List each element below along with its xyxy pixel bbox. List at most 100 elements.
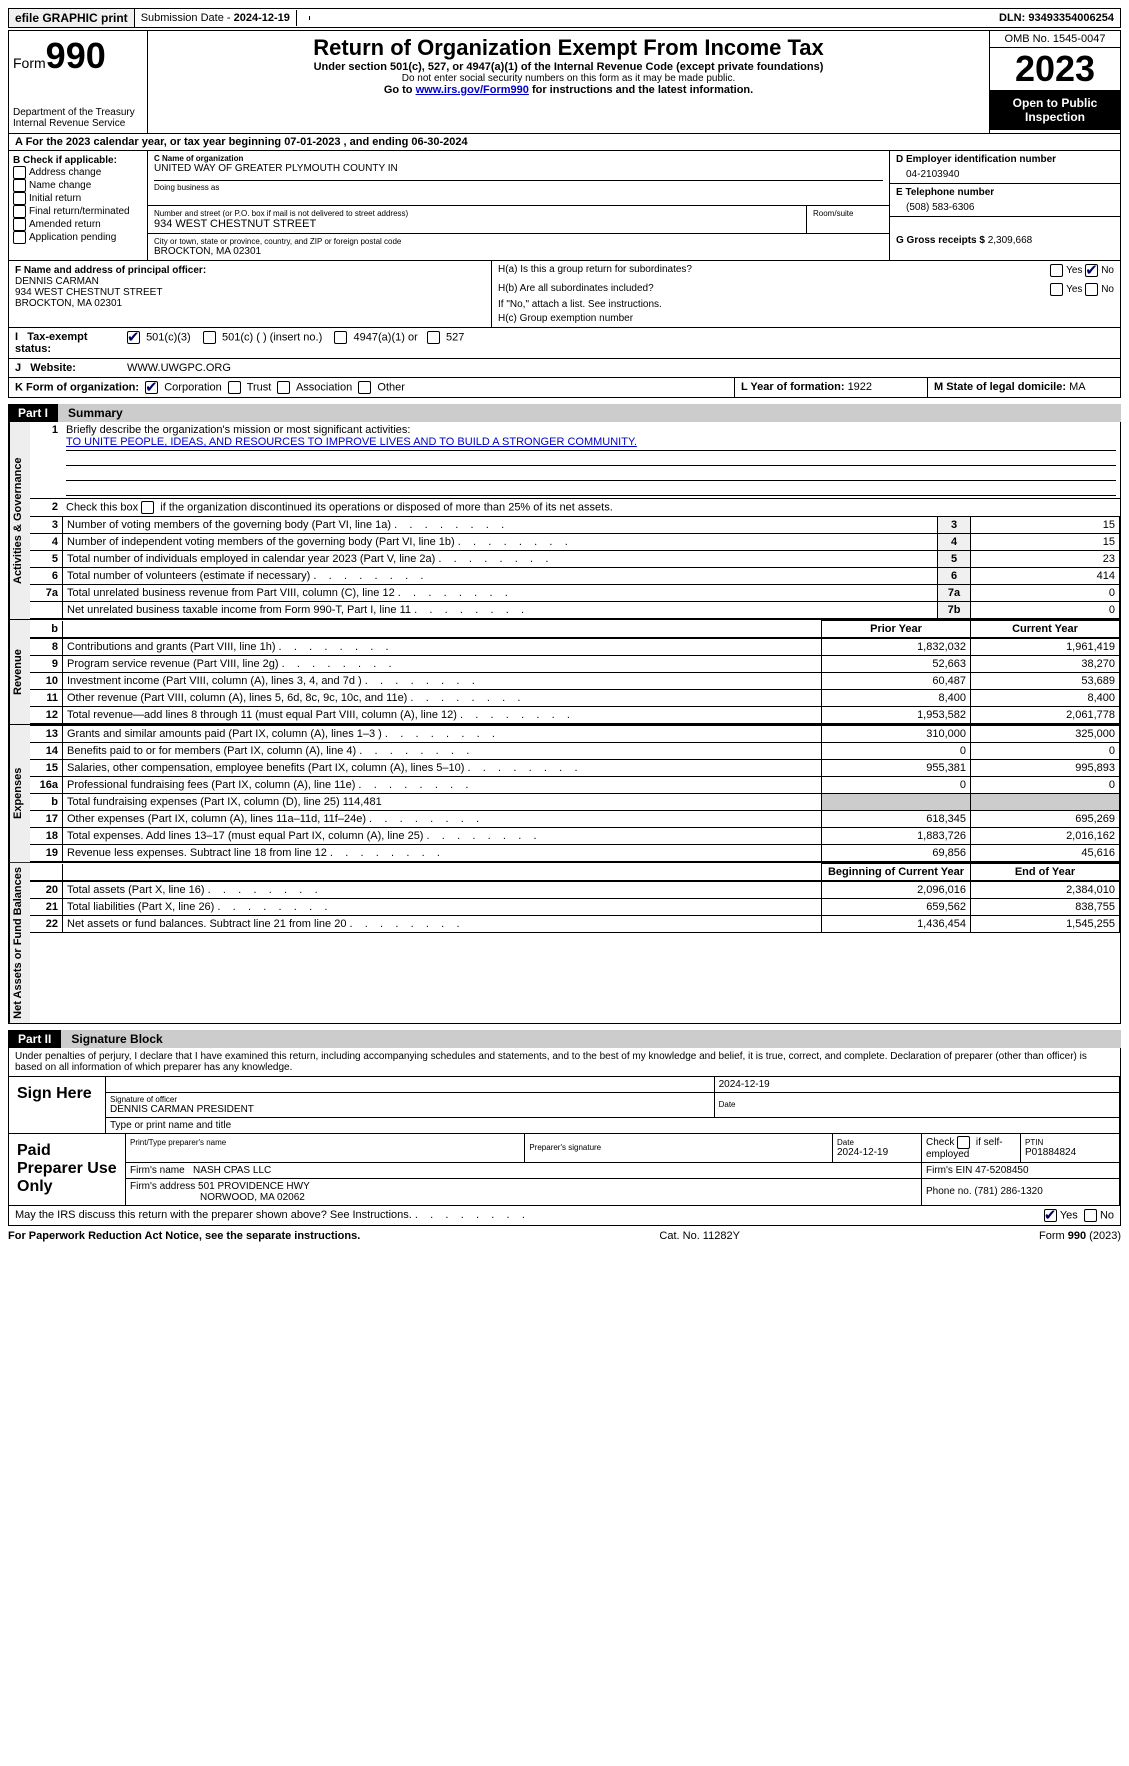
sign-here-label: Sign Here [9,1077,106,1133]
summary-row: 7a Total unrelated business revenue from… [30,585,1120,602]
open-to-public: Open to Public Inspection [990,90,1120,130]
summary-row: 14 Benefits paid to or for members (Part… [30,743,1120,760]
box-f: F Name and address of principal officer:… [9,261,492,327]
firm-ein: 47-5208450 [975,1165,1028,1176]
chk-other[interactable] [358,381,371,394]
chk-501c[interactable] [203,331,216,344]
summary-row: 4 Number of independent voting members o… [30,534,1120,551]
summary-row: 5 Total number of individuals employed i… [30,551,1120,568]
chk-final-return[interactable] [13,205,26,218]
col-prior-year: Prior Year [822,621,971,638]
vtab-revenue: Revenue [9,620,30,724]
entity-block: B Check if applicable: Address change Na… [8,151,1121,261]
summary-row: Net unrelated business taxable income fr… [30,602,1120,619]
summary-row: 15 Salaries, other compensation, employe… [30,760,1120,777]
chk-527[interactable] [427,331,440,344]
tax-year: 2023 [990,48,1120,90]
chk-discuss-no[interactable] [1084,1209,1097,1222]
chk-ha-yes[interactable] [1050,264,1063,277]
org-name: UNITED WAY OF GREATER PLYMOUTH COUNTY IN [154,163,883,174]
box-m: M State of legal domicile: MA [927,378,1120,397]
irs-link[interactable]: www.irs.gov/Form990 [416,84,529,96]
summary-row: 3 Number of voting members of the govern… [30,517,1120,534]
summary-row: 21 Total liabilities (Part X, line 26) 6… [30,899,1120,916]
box-c: C Name of organization UNITED WAY OF GRE… [148,151,889,260]
summary-row: 19 Revenue less expenses. Subtract line … [30,845,1120,862]
summary-row: 12 Total revenue—add lines 8 through 11 … [30,707,1120,724]
col-current-year: Current Year [971,621,1120,638]
org-city: BROCKTON, MA 02301 [154,246,883,257]
footer: For Paperwork Reduction Act Notice, see … [8,1226,1121,1242]
ptin: P01884824 [1025,1147,1115,1158]
form-subtitle: Under section 501(c), 527, or 4947(a)(1)… [152,61,985,73]
form-header: Form990 Department of the Treasury Inter… [8,30,1121,134]
chk-ha-no[interactable] [1085,264,1098,277]
ein: 04-2103940 [896,165,1114,180]
firm-address: 501 PROVIDENCE HWY [198,1181,310,1192]
website: WWW.UWGPC.ORG [121,359,237,377]
summary-row: 17 Other expenses (Part IX, column (A), … [30,811,1120,828]
part-ii-header: Part II Signature Block [8,1030,1121,1048]
chk-name-change[interactable] [13,179,26,192]
box-deg: D Employer identification number 04-2103… [889,151,1120,260]
goto-link-row: Go to www.irs.gov/Form990 for instructio… [152,84,985,96]
efile-print-button[interactable]: efile GRAPHIC print [9,9,135,27]
dln: DLN: 93493354006254 [993,10,1120,26]
phone: (508) 583-6306 [896,198,1114,213]
chk-assoc[interactable] [277,381,290,394]
chk-amended-return[interactable] [13,218,26,231]
gross-receipts: 2,309,668 [988,235,1033,246]
chk-hb-yes[interactable] [1050,283,1063,296]
chk-4947[interactable] [334,331,347,344]
chk-hb-no[interactable] [1085,283,1098,296]
discuss-question: May the IRS discuss this return with the… [9,1206,978,1225]
form-title: Return of Organization Exempt From Incom… [152,35,985,61]
vtab-governance: Activities & Governance [9,422,30,619]
chk-application-pending[interactable] [13,231,26,244]
summary-row: b Total fundraising expenses (Part IX, c… [30,794,1120,811]
summary-row: 11 Other revenue (Part VIII, column (A),… [30,690,1120,707]
part-i-header: Part I Summary [8,404,1121,422]
dept-treasury: Department of the Treasury [13,107,143,118]
sig-date: 2024-12-19 [714,1077,1119,1093]
omb-number: OMB No. 1545-0047 [990,31,1120,48]
top-bar: efile GRAPHIC print Submission Date - 20… [8,8,1121,28]
summary-row: 6 Total number of volunteers (estimate i… [30,568,1120,585]
line-a: A For the 2023 calendar year, or tax yea… [8,134,1121,151]
chk-discuss-yes[interactable] [1044,1209,1057,1222]
officer-signature: DENNIS CARMAN PRESIDENT [110,1104,710,1115]
box-b: B Check if applicable: Address change Na… [9,151,148,260]
summary-row: 16a Professional fundraising fees (Part … [30,777,1120,794]
col-begin-year: Beginning of Current Year [822,864,971,881]
org-street: 934 WEST CHESTNUT STREET [154,218,800,230]
firm-phone: (781) 286-1320 [974,1186,1042,1197]
chk-address-change[interactable] [13,166,26,179]
ssn-warning: Do not enter social security numbers on … [152,73,985,84]
summary-row: 10 Investment income (Part VIII, column … [30,673,1120,690]
col-end-year: End of Year [971,864,1120,881]
chk-initial-return[interactable] [13,192,26,205]
box-l: L Year of formation: 1922 [734,378,927,397]
summary-row: 22 Net assets or fund balances. Subtract… [30,916,1120,933]
summary-row: 8 Contributions and grants (Part VIII, l… [30,639,1120,656]
form-number: Form990 [13,35,143,77]
summary-row: 20 Total assets (Part X, line 16) 2,096,… [30,882,1120,899]
chk-trust[interactable] [228,381,241,394]
chk-discontinued[interactable] [141,501,154,514]
chk-self-employed[interactable] [957,1136,970,1149]
chk-corp[interactable] [145,381,158,394]
summary-row: 18 Total expenses. Add lines 13–17 (must… [30,828,1120,845]
officer-name: DENNIS CARMAN [15,276,485,287]
summary-row: 9 Program service revenue (Part VIII, li… [30,656,1120,673]
summary-row: 13 Grants and similar amounts paid (Part… [30,726,1120,743]
box-h: H(a) Is this a group return for subordin… [492,261,1120,327]
vtab-expenses: Expenses [9,725,30,862]
paid-preparer-label: Paid Preparer Use Only [9,1134,126,1205]
chk-501c3[interactable] [127,331,140,344]
box-i-label: I Tax-exempt status: [9,328,121,358]
firm-name: NASH CPAS LLC [193,1165,271,1176]
mission: TO UNITE PEOPLE, IDEAS, AND RESOURCES TO… [66,436,1116,451]
perjury-declaration: Under penalties of perjury, I declare th… [8,1048,1121,1077]
dept-irs: Internal Revenue Service [13,118,143,129]
box-j-label: J Website: [9,359,121,377]
